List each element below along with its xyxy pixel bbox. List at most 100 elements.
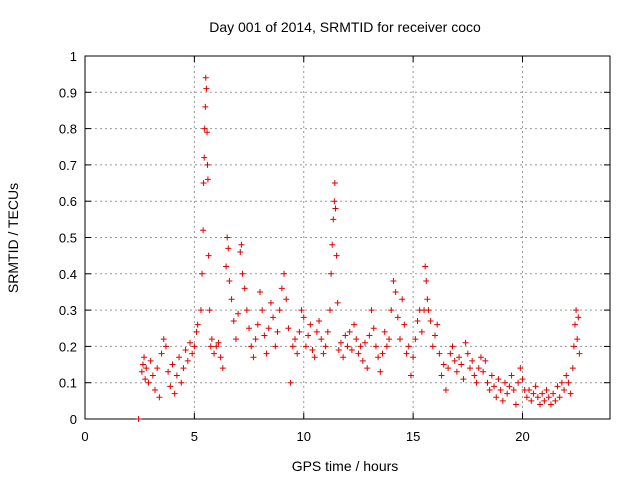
data-point	[362, 339, 368, 346]
data-point	[162, 343, 169, 350]
data-point	[278, 285, 285, 292]
data-point	[335, 347, 342, 354]
data-point	[263, 350, 270, 357]
data-point	[158, 350, 165, 357]
data-point	[241, 285, 248, 292]
data-point	[171, 390, 178, 397]
data-point	[504, 390, 511, 397]
data-point	[211, 350, 218, 357]
data-point	[152, 386, 158, 393]
data-point	[574, 336, 581, 343]
data-point	[370, 325, 377, 332]
data-point	[499, 397, 506, 404]
data-point	[141, 354, 148, 361]
data-point	[355, 350, 362, 357]
data-point	[248, 343, 255, 350]
data-point	[340, 354, 347, 361]
data-point	[165, 368, 172, 375]
data-point	[351, 321, 358, 328]
data-point	[139, 361, 146, 368]
data-point	[353, 336, 360, 343]
data-point	[261, 332, 268, 339]
data-point	[523, 394, 530, 401]
data-point	[173, 372, 180, 379]
data-point	[508, 372, 515, 379]
data-point	[328, 270, 335, 277]
data-point	[569, 365, 576, 372]
data-point	[381, 328, 388, 335]
data-point	[267, 299, 274, 306]
x-tick-label: 5	[191, 429, 198, 444]
data-point	[259, 307, 266, 314]
data-point	[226, 278, 233, 285]
data-point	[230, 317, 237, 324]
data-point	[451, 357, 458, 364]
data-point	[442, 386, 449, 393]
data-point	[329, 241, 336, 248]
data-point	[316, 317, 323, 324]
data-point	[377, 368, 384, 375]
y-tick-label: 0.3	[59, 303, 77, 318]
data-point	[407, 372, 414, 379]
data-point	[388, 307, 395, 314]
data-point	[203, 85, 210, 92]
data-point	[294, 350, 301, 357]
data-point	[445, 365, 452, 372]
y-tick-label: 0.8	[59, 122, 77, 137]
data-point	[252, 336, 259, 343]
data-point	[206, 307, 213, 314]
data-point	[561, 386, 568, 393]
y-tick-label: 0.1	[59, 376, 77, 391]
data-point	[201, 125, 208, 132]
data-point	[570, 343, 577, 350]
data-point	[324, 328, 331, 335]
data-point	[243, 307, 250, 314]
data-point	[383, 343, 390, 350]
data-point	[272, 343, 279, 350]
data-point	[300, 314, 307, 321]
data-point	[482, 357, 489, 364]
data-point	[449, 343, 456, 350]
data-point	[194, 321, 201, 328]
data-point	[327, 307, 333, 314]
data-point	[333, 252, 340, 259]
data-point	[519, 376, 526, 383]
y-tick-label: 0.7	[59, 158, 77, 173]
data-point	[475, 365, 482, 372]
data-point	[534, 394, 541, 401]
data-point	[237, 249, 244, 256]
data-point	[160, 336, 167, 343]
data-point	[477, 354, 484, 361]
data-point	[246, 325, 253, 332]
data-point	[142, 376, 149, 383]
data-point	[215, 339, 222, 346]
data-point	[572, 321, 578, 328]
data-point	[135, 416, 142, 422]
data-point	[337, 339, 344, 346]
data-point	[207, 343, 214, 350]
data-point	[372, 343, 379, 350]
data-point	[399, 296, 406, 303]
data-point	[276, 307, 283, 314]
data-point	[176, 354, 183, 361]
y-tick-label: 0.4	[59, 267, 77, 282]
data-point	[200, 227, 207, 234]
chart-title: Day 001 of 2014, SRMTID for receiver coc…	[209, 19, 481, 35]
data-point	[547, 401, 554, 408]
data-point	[217, 354, 224, 361]
data-point	[193, 328, 200, 335]
data-point	[197, 307, 204, 314]
data-point	[187, 339, 193, 346]
data-point	[202, 103, 209, 110]
data-point	[464, 350, 471, 357]
data-point	[576, 350, 583, 357]
data-point	[334, 299, 341, 306]
data-point	[573, 307, 580, 314]
y-axis-label: SRMTID / TECUs	[5, 183, 21, 293]
data-point	[506, 383, 513, 390]
data-point	[311, 354, 318, 361]
data-point	[471, 372, 478, 379]
data-point	[394, 314, 401, 321]
axis-ticks	[84, 55, 610, 420]
data-point	[283, 296, 290, 303]
